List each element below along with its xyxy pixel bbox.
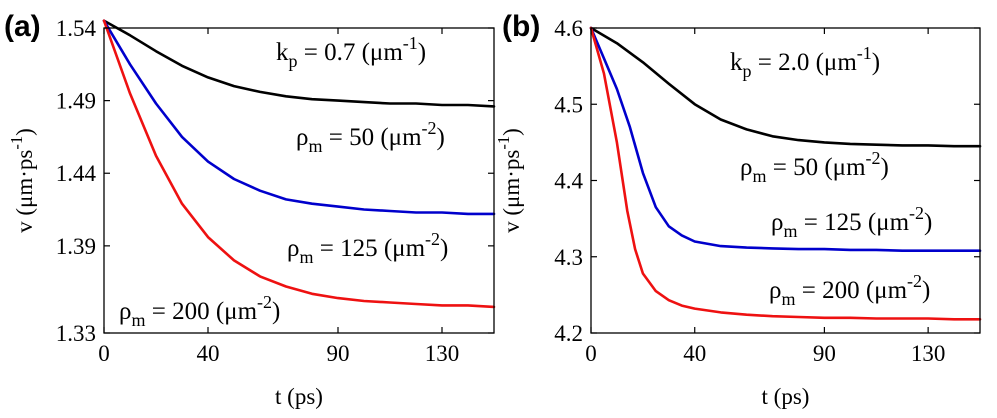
series-label-2: ρm = 125 (μm-2)	[771, 203, 932, 241]
x-tick-label: 0	[98, 341, 110, 366]
y-tick-label: 4.2	[554, 321, 583, 346]
series-label-3: ρm = 200 (μm-2)	[769, 271, 930, 309]
x-tick-label: 0	[585, 341, 597, 366]
y-axis-label: v (μm·ps-1)	[494, 128, 524, 233]
plot-frame	[103, 27, 495, 334]
y-axis-label: v (μm·ps-1)	[7, 128, 37, 233]
y-tick-label: 1.49	[56, 89, 96, 114]
x-axis-label: t (ps)	[275, 384, 323, 409]
chart-panel-a: (a) 0 40 90 130 1.33 1.39 1.44 1.49 1.54 t (ps) v (…	[4, 10, 496, 409]
series-line-1	[102, 19, 496, 108]
parameter-label: kp = 0.7 (μm-1)	[276, 33, 426, 71]
y-tick-label: 4.6	[554, 16, 583, 41]
series-line-3	[589, 26, 982, 321]
series-line-2	[102, 19, 496, 216]
series-label-1: ρm = 50 (μm-2)	[740, 148, 889, 186]
series-line-2	[589, 26, 982, 252]
parameter-label: kp = 2.0 (μm-1)	[730, 43, 880, 81]
y-tick-label: 1.44	[56, 161, 97, 186]
series-label-3: ρm = 200 (μm-2)	[119, 292, 280, 330]
x-tick-label: 130	[425, 341, 460, 366]
x-tick-label: 130	[911, 341, 946, 366]
panel-label: (b)	[502, 10, 540, 43]
series-line-1	[589, 26, 982, 148]
y-tick-label: 1.54	[56, 16, 97, 41]
y-tick-label: 4.4	[554, 169, 583, 194]
y-tick-label: 1.33	[56, 321, 96, 346]
x-tick-label: 90	[327, 341, 350, 366]
series-line-3	[102, 19, 496, 309]
panel-label: (a)	[4, 10, 41, 43]
chart-panel-b: (b) 0 40 90 130 4.2 4.3 4.4 4.5 4.6 t (ps) v (μm·ps…	[494, 10, 982, 409]
x-axis-label: t (ps)	[762, 384, 810, 409]
series-label-1: ρm = 50 (μm-2)	[296, 118, 445, 156]
series-label-2: ρm = 125 (μm-2)	[287, 229, 448, 267]
x-tick-label: 40	[683, 341, 706, 366]
x-tick-label: 90	[813, 341, 836, 366]
y-tick-label: 4.3	[554, 245, 583, 270]
y-tick-label: 1.39	[56, 234, 96, 259]
x-tick-label: 40	[197, 341, 220, 366]
y-tick-label: 4.5	[554, 92, 583, 117]
